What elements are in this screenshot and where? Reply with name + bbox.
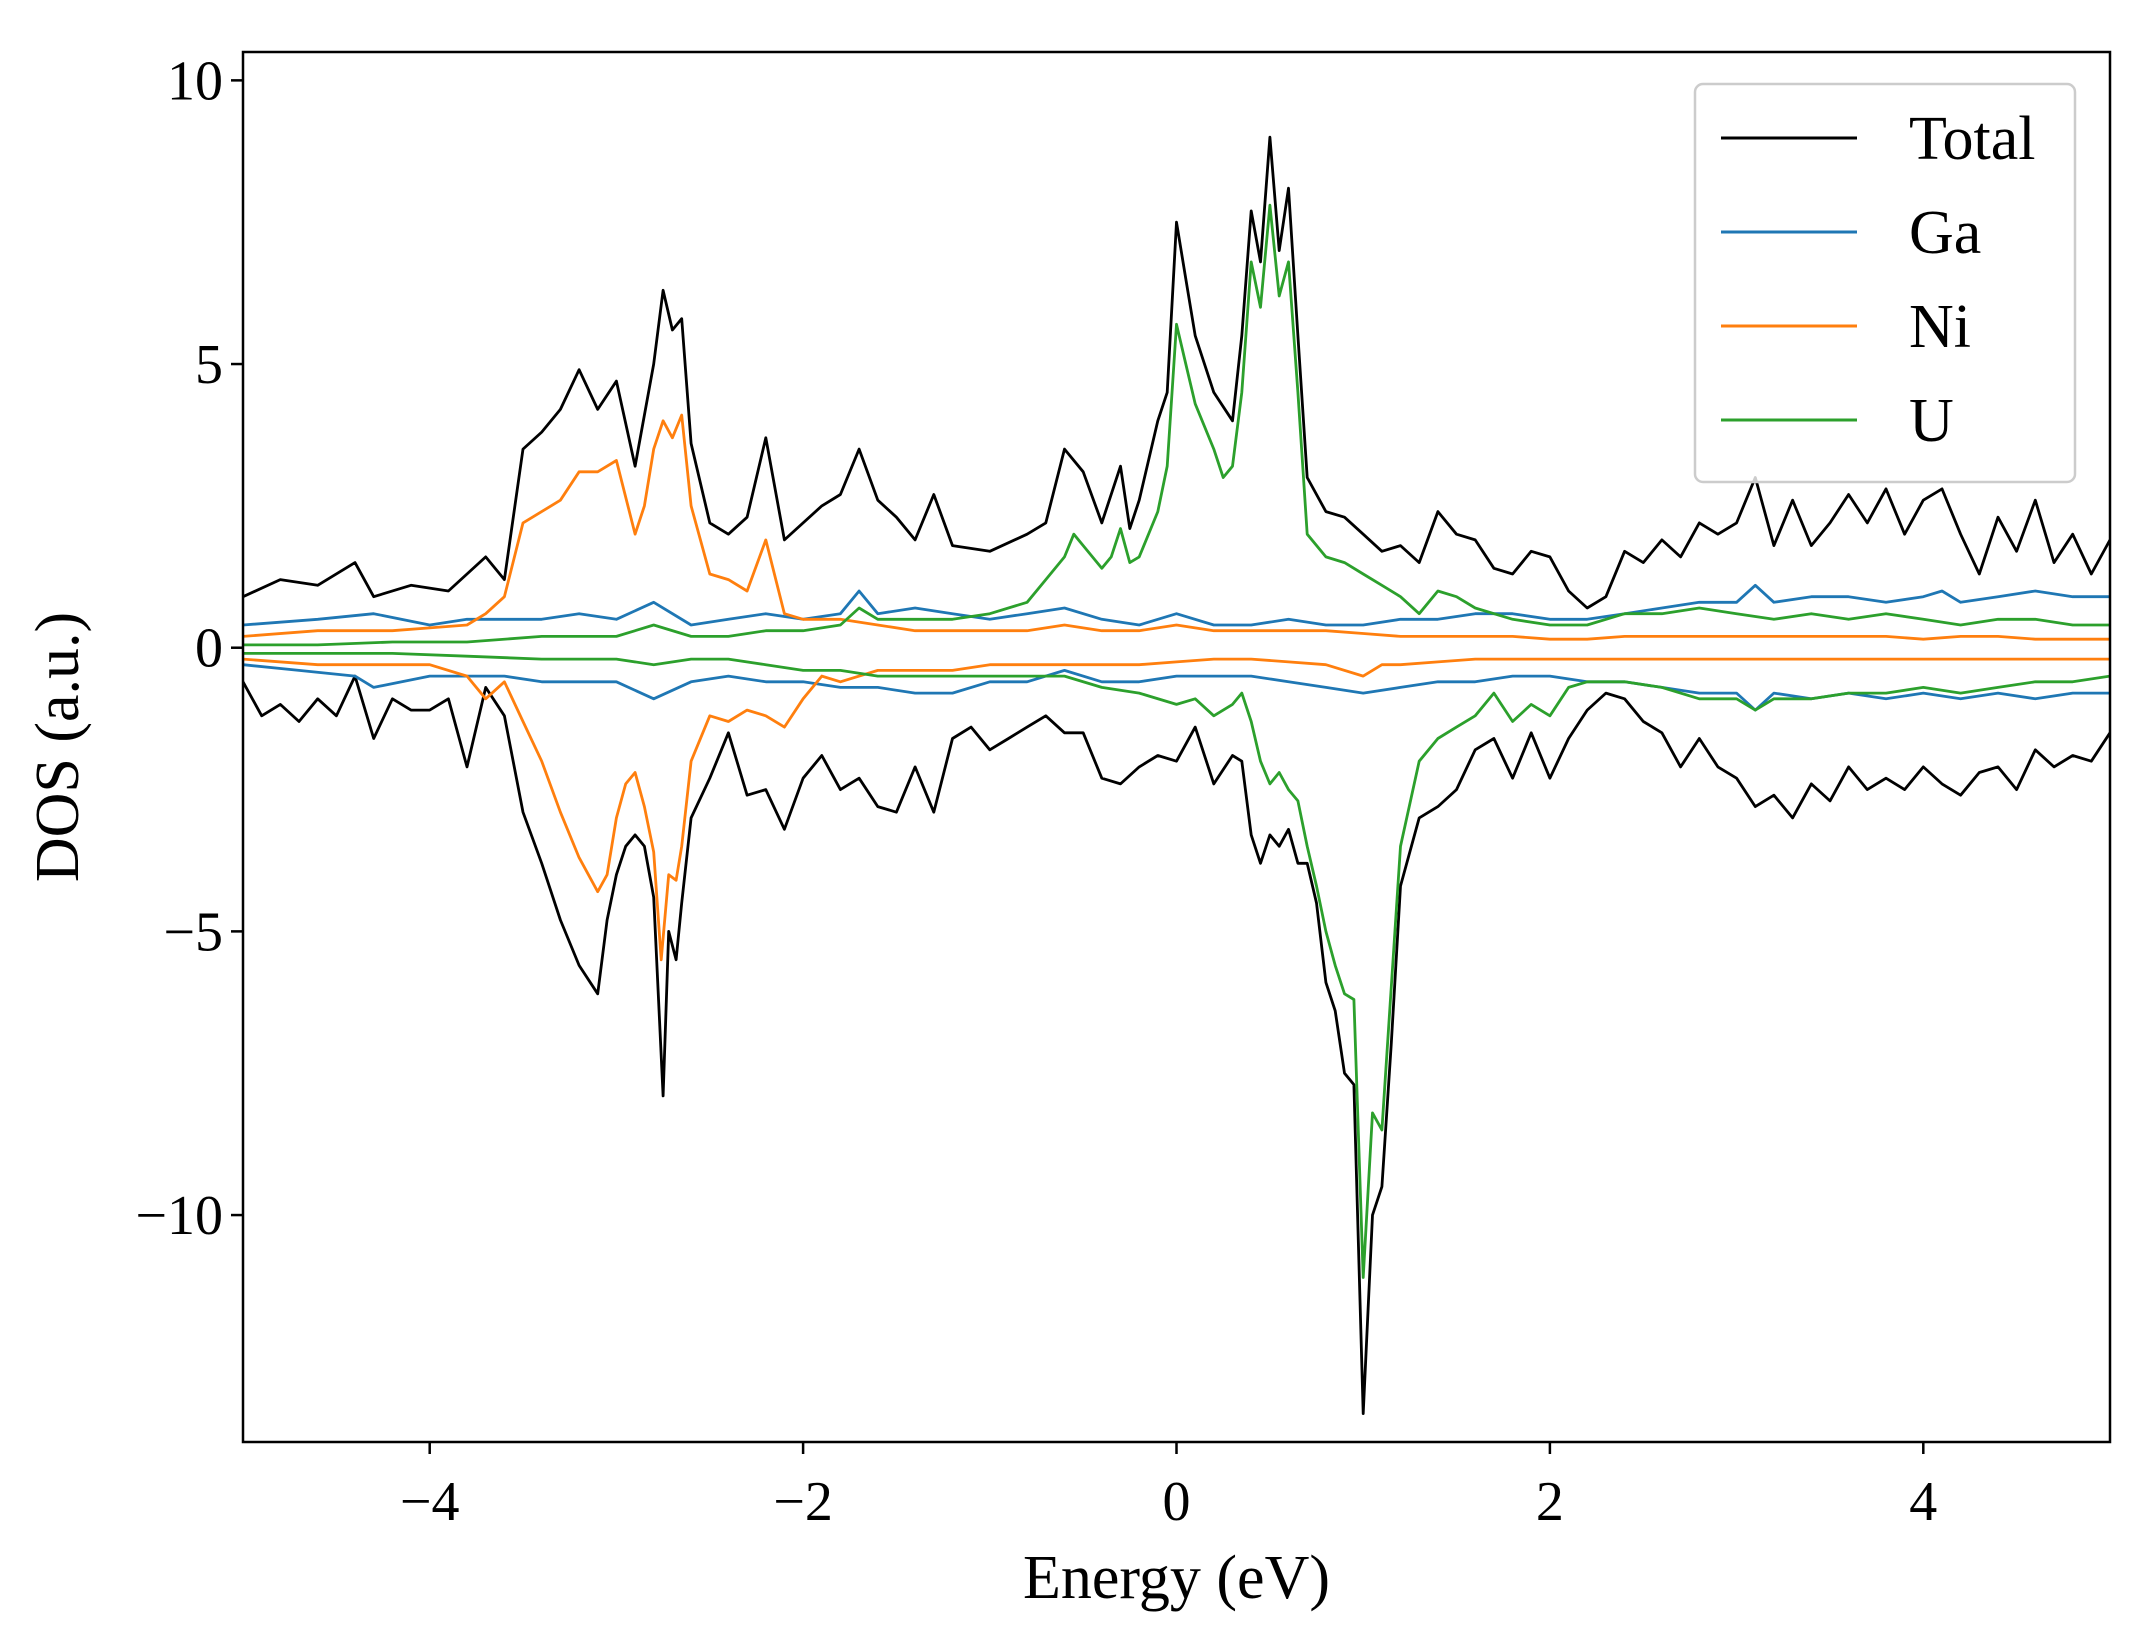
x-tick-label: 2 <box>1536 1471 1564 1533</box>
y-tick-label: 10 <box>167 50 223 112</box>
y-tick-label: 0 <box>195 618 223 680</box>
series-line-ga-up <box>243 583 2110 627</box>
x-tick-label: 0 <box>1163 1471 1191 1533</box>
series-layer <box>243 135 2110 1415</box>
x-tick-label: −4 <box>400 1471 460 1533</box>
series-line-ni-up <box>243 413 2110 641</box>
y-tick-label: −5 <box>163 901 223 963</box>
legend: Total Ga Ni U <box>1693 82 2077 484</box>
legend-label-total: Total <box>1909 105 2036 173</box>
y-tick-label: 5 <box>195 334 223 396</box>
y-axis-label: DOS (a.u.) <box>24 612 92 882</box>
legend-label-ni: Ni <box>1909 293 1971 361</box>
series-line-total-up <box>243 135 2110 610</box>
y-tick-label: −10 <box>135 1185 223 1247</box>
x-tick-label: −2 <box>773 1471 833 1533</box>
series-line-total-down <box>243 674 2110 1415</box>
y-axis-ticks: 10 5 0 −5 −10 <box>135 50 243 1247</box>
x-axis-label: Energy (eV) <box>1023 1544 1330 1612</box>
legend-label-u: U <box>1909 387 1954 455</box>
series-line-ga-down <box>243 663 2110 712</box>
legend-label-ga: Ga <box>1909 199 1981 267</box>
series-line-u-down <box>243 652 2110 1279</box>
legend-box <box>1693 82 2077 484</box>
series-line-u-up <box>243 203 2110 647</box>
x-tick-label: 4 <box>1909 1471 1937 1533</box>
series-line-ni-down <box>243 657 2110 962</box>
x-axis-ticks: −4 −2 0 2 4 <box>400 1442 1937 1533</box>
